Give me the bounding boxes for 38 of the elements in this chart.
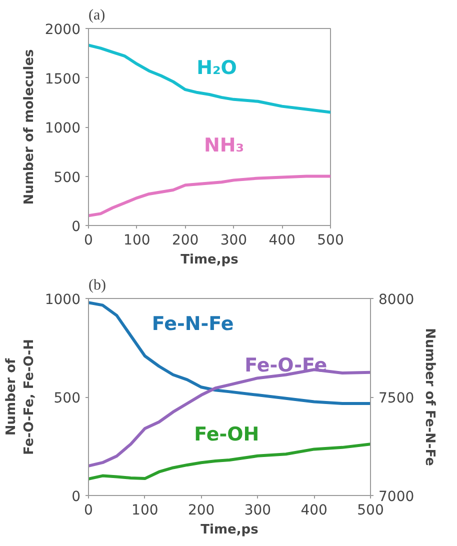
y-tick-label: 2000 (44, 22, 81, 38)
y-axis-title: Number of molecules (22, 48, 37, 205)
series-label: Fe-OH (194, 423, 260, 446)
y-tick-label: 1500 (44, 71, 81, 88)
y-tick-label: 1000 (44, 120, 81, 136)
x-tick-label: 100 (132, 502, 158, 518)
line-series (88, 44, 330, 114)
x-axis-title: Time,ps (200, 522, 259, 538)
line-series (88, 174, 330, 218)
x-tick-label: 400 (268, 232, 296, 248)
y2-tick-label: 8000 (378, 292, 414, 308)
chart-title: (b) (88, 278, 106, 294)
y-tick-label: 0 (72, 489, 81, 505)
x-tick-label: 500 (317, 232, 344, 248)
line-series (88, 301, 370, 405)
x-tick-label: 0 (84, 502, 93, 518)
y-tick-label: 500 (54, 170, 81, 186)
y-tick-label: 1000 (44, 292, 81, 308)
x-axis-title: Time,ps (180, 252, 239, 268)
line-series (88, 442, 370, 480)
y-tick-label: 0 (72, 219, 81, 235)
y2-axis-title: Number of Fe-N-Fe (422, 328, 438, 466)
series-label: Fe-N-Fe (152, 313, 234, 336)
y-tick-label: 500 (54, 390, 81, 406)
x-tick-label: 300 (244, 502, 272, 518)
series-label: NH₃ (204, 134, 244, 157)
y2-tick-label: 7000 (378, 489, 414, 505)
y2-tick-label: 7500 (378, 390, 414, 406)
x-tick-label: 300 (220, 232, 248, 248)
x-tick-label: 200 (188, 502, 215, 518)
chart-title: (a) (88, 8, 106, 24)
x-tick-label: 500 (357, 502, 384, 518)
x-tick-label: 200 (172, 232, 199, 248)
y-axis-title: Number of Fe-O-Fe, Fe-O-H (4, 338, 37, 456)
x-tick-label: 0 (84, 232, 93, 248)
series-label: H₂O (196, 56, 237, 79)
x-tick-label: 400 (300, 502, 328, 518)
x-tick-label: 100 (124, 232, 150, 248)
